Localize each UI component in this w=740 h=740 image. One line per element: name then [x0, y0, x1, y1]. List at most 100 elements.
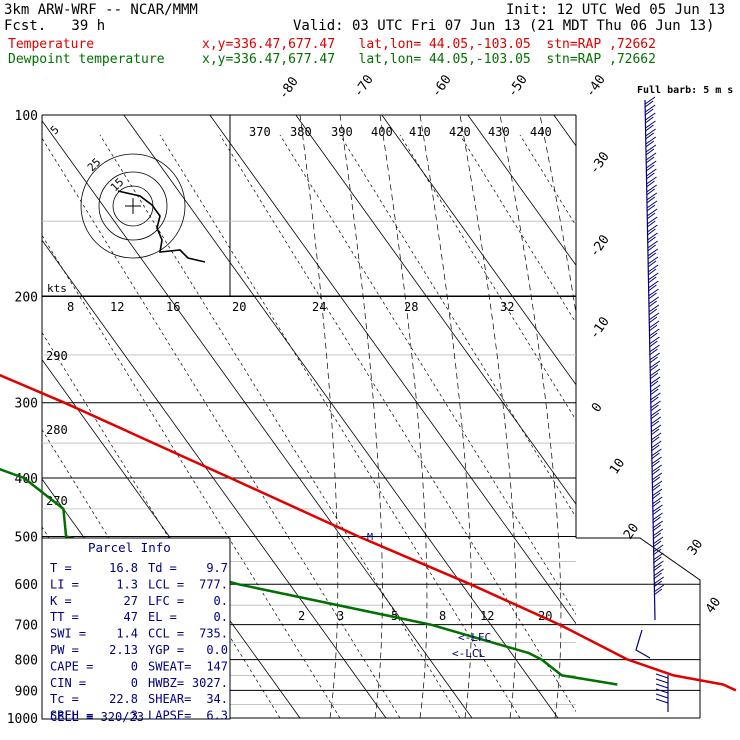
parcel-row-value-a: 0: [131, 676, 138, 690]
wind-barb: [653, 560, 664, 572]
parcel-info-panel: Parcel Info T = 16.8 Td = 9.7 LI = 1.3 LCL = 777…: [41, 537, 231, 724]
dry-adiabat-line: [42, 137, 401, 718]
parcel-row-label-b: SWEAT=: [148, 659, 191, 673]
wind-barb: [651, 448, 662, 460]
wind-barb: [645, 128, 656, 140]
dry-adiabat-line: [279, 134, 576, 616]
dewpoint-line: [0, 468, 618, 686]
dry-adiabat-line: [640, 135, 740, 718]
parcel-row-label-a: SWI =: [50, 627, 86, 641]
isotherm-tick-label: 0: [589, 400, 606, 415]
wind-barb: [648, 296, 659, 308]
mixing-ratio-label: 12: [480, 609, 494, 623]
parcel-cell-value: CELL = 320/23: [50, 710, 144, 724]
dewpoint-location: x,y=336.47,677.47 lat,lon= 44.05,-103.05…: [202, 52, 656, 67]
dewpoint-legend: Dewpoint temperature: [8, 52, 165, 67]
wind-barb: [653, 584, 665, 596]
isotherm-tick-label: -40: [583, 72, 609, 100]
forecast-hour: Fcst. 39 h: [4, 18, 106, 34]
wind-barb-sfc: [655, 673, 669, 679]
isotherm-tick-label: 40: [703, 595, 724, 616]
wind-barb: [651, 480, 663, 492]
theta-e-label: 370: [249, 125, 271, 139]
wind-barb: [650, 424, 662, 436]
wind-barb: [653, 568, 664, 580]
wind-barb: [644, 104, 656, 116]
hodo-ring: [80, 153, 186, 259]
moist-adiabat-line: [499, 115, 562, 718]
isotherm-tick-label: 20: [621, 521, 642, 542]
wind-barb: [647, 264, 659, 276]
temperature-legend: Temperature: [8, 37, 95, 52]
wind-barb: [650, 440, 662, 452]
dry-adiabat-line: [159, 134, 521, 718]
parcel-row-value-a: 2.13: [109, 643, 138, 657]
wind-barb-sfc: [655, 693, 669, 699]
wind-barb: [646, 192, 658, 204]
wind-barb: [649, 352, 660, 364]
hodo-ring-label: 5: [48, 123, 62, 137]
mid-marker: M: [367, 532, 373, 543]
hodo-speed-label: 8: [67, 300, 74, 314]
barb-note-label: Full barb: 5 m s: [637, 85, 733, 96]
temperature-location: x,y=336.47,677.47 lat,lon= 44.05,-103.05…: [202, 37, 656, 52]
model-title: 3km ARW-WRF -- NCAR/MMM: [4, 2, 198, 18]
moist-adiabat-line: [419, 115, 472, 718]
theta-e-label: 410: [409, 125, 431, 139]
wind-barb: [651, 488, 663, 500]
wind-barb: [648, 304, 660, 316]
dry-adiabat-line: [519, 134, 576, 227]
parcel-row-value-b: 9.7: [206, 561, 228, 575]
wind-barb: [647, 248, 659, 260]
wind-barb: [646, 208, 658, 220]
parcel-row-label-a: TT =: [50, 610, 79, 624]
dry-adiabat-line: [459, 134, 576, 324]
hodo-units-label: kts: [47, 282, 67, 295]
theta-e-label: 380: [290, 125, 312, 139]
parcel-row-label-a: K =: [50, 594, 72, 608]
wind-barb: [647, 232, 658, 244]
dry-adiabat-line: [42, 234, 341, 718]
hodo-speed-label: 24: [312, 300, 326, 314]
moist-adiabat-line: [459, 115, 517, 718]
wind-barb: [645, 152, 657, 164]
wind-barb: [646, 168, 657, 180]
parcel-info-title: Parcel Info: [88, 540, 171, 555]
theta-e-label: 400: [371, 125, 393, 139]
wind-barb-sfc: [655, 688, 669, 694]
parcel-row-label-b: YGP =: [148, 643, 184, 657]
parcel-row-value-a: 1.3: [116, 577, 138, 591]
parcel-row-value-a: 0: [131, 659, 138, 673]
hodo-speed-label: 28: [404, 300, 418, 314]
theta-e-label: 270: [46, 494, 68, 508]
wind-barb: [652, 512, 663, 524]
wind-barb: [649, 360, 661, 372]
wind-barb: [651, 464, 662, 476]
wind-barb: [650, 400, 661, 412]
parcel-row-label-b: LAPSE=: [148, 709, 191, 723]
lfc-marker: <-LFC: [458, 631, 491, 644]
dry-adiabat-line: [219, 134, 576, 713]
wind-barb-sfc: [655, 678, 669, 684]
parcel-row-value-b: 3027.: [192, 676, 228, 690]
wind-barb: [651, 456, 662, 468]
wind-barb: [651, 496, 663, 508]
parcel-row-value-b: 0.: [214, 610, 228, 624]
parcel-row-label-b: Td =: [148, 561, 177, 575]
isotherm-tick-label: 30: [685, 537, 706, 558]
wind-barb: [646, 176, 657, 188]
wind-barb: [648, 288, 659, 300]
init-time: Init: 12 UTC Wed 05 Jun 13: [506, 2, 726, 18]
parcel-row-label-b: HWBZ=: [148, 676, 184, 690]
parcel-row-label-a: CIN =: [50, 676, 86, 690]
hodo-speed-label: 16: [166, 300, 180, 314]
parcel-row-label-a: LI =: [50, 577, 79, 591]
wind-barb: [649, 368, 661, 380]
wind-barb: [647, 240, 658, 252]
lcl-marker: <-LCL: [452, 647, 485, 660]
wind-barb: [646, 200, 658, 212]
wind-barb: [650, 416, 662, 428]
